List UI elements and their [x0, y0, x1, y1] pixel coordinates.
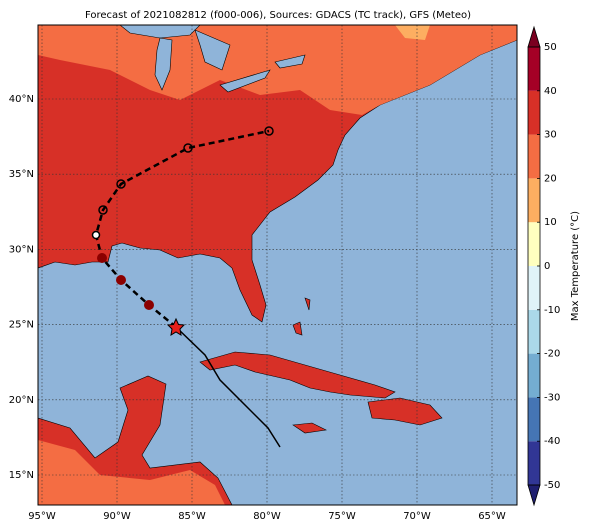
- graticule: [38, 25, 517, 505]
- lon-label: 65°W: [478, 511, 506, 522]
- lake-ontario: [274, 54, 306, 69]
- lake-erie: [219, 69, 271, 93]
- colorbar-tick-label: 10: [544, 217, 557, 228]
- lat-label: 20°N: [9, 395, 34, 406]
- lake-huron: [194, 29, 231, 71]
- colorbar-tick-label: -20: [544, 349, 560, 360]
- colorbar: -50 -40 -30 -20 -10 0 10 20 30 40 50: [527, 25, 560, 507]
- colorbar-band: [528, 90, 540, 135]
- colorbar-band: [528, 47, 540, 91]
- colorbar-band: [528, 266, 540, 310]
- colorbar-tick-label: 50: [544, 42, 557, 53]
- colorbar-band: [528, 178, 540, 223]
- lon-label: 80°W: [253, 511, 281, 522]
- land-cuba: [199, 351, 396, 399]
- lon-label: 90°W: [103, 511, 131, 522]
- colorbar-band: [528, 441, 540, 485]
- colorbar-tick-label: -30: [544, 392, 560, 403]
- map: [38, 25, 517, 505]
- land-cool-ne: [395, 25, 430, 40]
- land-jamaica: [292, 422, 327, 434]
- lake-michigan: [154, 37, 173, 91]
- lake-superior: [119, 25, 201, 39]
- title: Forecast of 2021082812 (f000-006), Sourc…: [85, 10, 471, 21]
- lon-label: 95°W: [28, 511, 56, 522]
- colorbar-tick-label: 30: [544, 130, 557, 141]
- track-circles: [98, 126, 274, 215]
- map-frame: [37, 24, 518, 506]
- lon-label: 70°W: [403, 511, 431, 522]
- land-central-warm: [38, 440, 225, 505]
- lon-label: 85°W: [178, 511, 206, 522]
- lat-label: 15°N: [9, 470, 34, 481]
- colorbar-tick-label: 20: [544, 173, 557, 184]
- landfall-marker: [91, 230, 101, 240]
- axis-labels: 95°W 90°W 85°W 80°W 75°W 70°W 65°W 15°N 20°N 25°N…: [9, 94, 506, 522]
- colorbar-band: [528, 309, 540, 354]
- lat-label: 30°N: [9, 244, 34, 255]
- colorbar-tick-label: 40: [544, 86, 557, 97]
- track-observed: [175, 326, 281, 448]
- colorbar-tick-label: 0: [544, 261, 550, 272]
- colorbar-over: [527, 25, 541, 48]
- storm-markers: [97, 253, 154, 310]
- colorbar-label: Max Temperature (°C): [570, 211, 581, 321]
- land-bahamas: [292, 297, 311, 336]
- colorbar-band: [528, 134, 540, 179]
- colorbar-band: [528, 397, 540, 442]
- colorbar-band: [528, 353, 540, 398]
- lat-label: 25°N: [9, 320, 34, 331]
- colorbar-tick-label: -50: [544, 480, 560, 491]
- colorbar-tick-label: -40: [544, 436, 560, 447]
- current-position: [166, 317, 186, 336]
- colorbar-under: [527, 484, 541, 507]
- land-hispaniola: [367, 397, 443, 426]
- lat-label: 40°N: [9, 94, 34, 105]
- lat-label: 35°N: [9, 169, 34, 180]
- lon-label: 75°W: [328, 511, 356, 522]
- colorbar-tick-label: -10: [544, 305, 560, 316]
- colorbar-band: [528, 222, 540, 266]
